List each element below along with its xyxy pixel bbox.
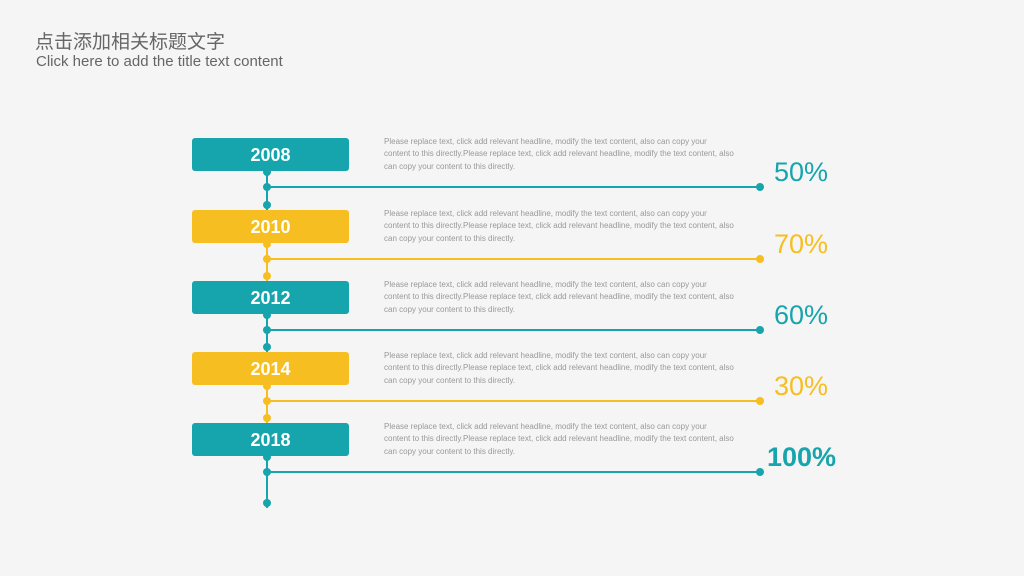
dot — [263, 255, 271, 263]
description: Please replace text, click add relevant … — [384, 137, 734, 171]
percent: 70% — [774, 229, 829, 259]
dot — [263, 499, 271, 507]
dot — [263, 414, 271, 422]
year-box: 2008 — [192, 138, 349, 171]
year-box: 2012 — [192, 281, 349, 314]
subtitle: Click here to add the title text content — [36, 53, 283, 70]
dot — [263, 326, 271, 334]
end-dot — [756, 183, 764, 191]
year-box: 2010 — [192, 210, 349, 243]
end-dot — [756, 397, 764, 405]
description: Please replace text, click add relevant … — [384, 422, 734, 456]
dot — [263, 468, 271, 476]
year-box: 2014 — [192, 352, 349, 385]
percent: 30% — [774, 371, 829, 401]
dot — [263, 343, 271, 351]
year-box: 2018 — [192, 423, 349, 456]
percent: 100% — [767, 442, 837, 472]
description: Please replace text, click add relevant … — [384, 280, 734, 314]
end-dot — [756, 326, 764, 334]
dot — [263, 201, 271, 209]
title: 点击添加相关标题文字 — [35, 32, 226, 53]
end-dot — [756, 468, 764, 476]
end-dot — [756, 255, 764, 263]
percent: 50% — [774, 157, 829, 187]
description: Please replace text, click add relevant … — [384, 209, 734, 243]
percent: 60% — [774, 300, 829, 330]
dot — [263, 397, 271, 405]
dot — [263, 272, 271, 280]
description: Please replace text, click add relevant … — [384, 351, 734, 385]
dot — [263, 183, 271, 191]
